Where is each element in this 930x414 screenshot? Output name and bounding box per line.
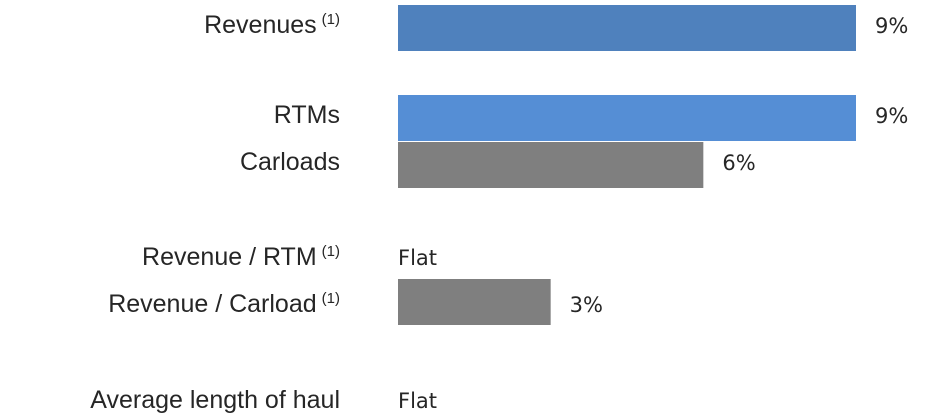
value-label-carloads: 6% [722,151,755,175]
bar-revenues [398,5,856,51]
category-label-revenue-rtm: Revenue / RTM (1) [142,243,340,271]
category-label-carloads: Carloads [240,148,340,176]
value-label-average-length-of-haul: Flat [398,389,437,413]
footnote-marker: (1) [322,290,340,307]
value-label-revenue-carload: 3% [570,293,603,317]
bar-revenue-carload [398,279,551,325]
category-label-revenue-carload: Revenue / Carload (1) [108,290,340,318]
category-label-average-length-of-haul: Average length of haul [90,386,340,414]
category-label-revenues: Revenues (1) [204,11,340,39]
value-label-rtms: 9% [875,104,908,128]
footnote-marker: (1) [322,11,340,28]
bar-rtms [398,95,856,141]
value-label-revenues: 9% [875,14,908,38]
bar-carloads [398,142,704,188]
footnote-marker: (1) [322,243,340,260]
category-label-rtms: RTMs [274,101,340,129]
value-label-revenue-rtm: Flat [398,246,437,270]
